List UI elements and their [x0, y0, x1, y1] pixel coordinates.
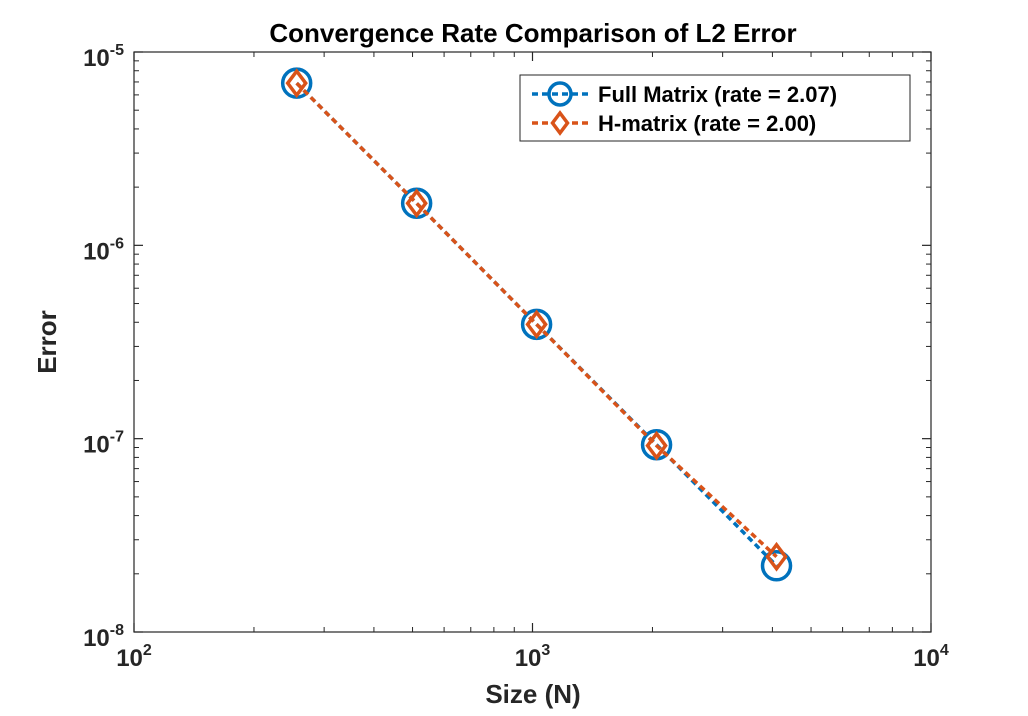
legend-marker: [547, 81, 573, 107]
data-point: [760, 550, 793, 582]
data-point: [285, 68, 308, 99]
legend-entry: Full Matrix (rate = 2.07): [532, 81, 837, 107]
x-tick-labels: 102 103 104: [116, 642, 949, 672]
legend-label: Full Matrix (rate = 2.07): [598, 82, 837, 107]
plot-area: [134, 52, 931, 632]
y-tick-label: 10-7: [83, 429, 124, 459]
legend-label: H-matrix (rate = 2.00): [598, 111, 816, 136]
data-point: [645, 430, 668, 461]
y-tick-labels: 10-8 10-7 10-6 10-5: [83, 42, 124, 652]
minor-ticks: [134, 52, 931, 632]
chart-title: Convergence Rate Comparison of L2 Error: [269, 18, 796, 48]
data-point: [525, 309, 548, 340]
y-tick-label: 10-8: [83, 622, 124, 652]
legend: Full Matrix (rate = 2.07) H-matrix (rate …: [519, 74, 911, 142]
x-tick-label: 104: [913, 642, 949, 672]
legend-entry: H-matrix (rate = 2.00): [532, 110, 816, 136]
x-tick-label: 102: [116, 642, 152, 672]
y-tick-label: 10-5: [83, 42, 124, 72]
legend-box: [519, 74, 911, 142]
data-point: [765, 541, 788, 572]
plot-frame: [133, 51, 932, 633]
series-line: [295, 81, 778, 559]
legend-marker: [550, 110, 570, 136]
series-2: [285, 68, 788, 572]
y-tick-label: 10-6: [83, 235, 124, 265]
x-axis-label: Size (N): [485, 679, 580, 709]
series-layer: [280, 67, 793, 582]
data-point: [405, 188, 428, 219]
x-tick-label: 103: [515, 642, 551, 672]
y-axis-label: Error: [32, 310, 62, 374]
